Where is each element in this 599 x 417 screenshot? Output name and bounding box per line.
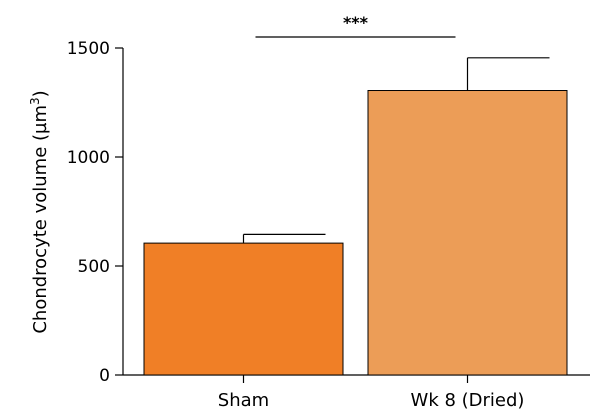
bar-1 bbox=[367, 90, 568, 376]
y-axis-label-suffix: ) bbox=[30, 90, 51, 97]
bar-0 bbox=[143, 242, 344, 376]
significance-label: *** bbox=[343, 13, 369, 32]
y-tick-label-0: 0 bbox=[99, 366, 110, 386]
y-axis-label-text: Chondrocyte volume (µm bbox=[30, 105, 51, 334]
y-axis-label: Chondrocyte volume (µm3) bbox=[28, 90, 51, 333]
y-axis-label-superscript: 3 bbox=[28, 97, 42, 105]
x-tick-label-1: Wk 8 (Dried) bbox=[411, 390, 525, 411]
y-tick-label-3: 1500 bbox=[67, 39, 110, 59]
y-tick-label-2: 1000 bbox=[67, 148, 110, 168]
plot-area: 0 500 1000 1500 Sham Wk 8 (Dried) *** bbox=[67, 13, 590, 411]
x-tick-label-0: Sham bbox=[218, 390, 269, 411]
y-tick-label-1: 500 bbox=[78, 257, 110, 277]
